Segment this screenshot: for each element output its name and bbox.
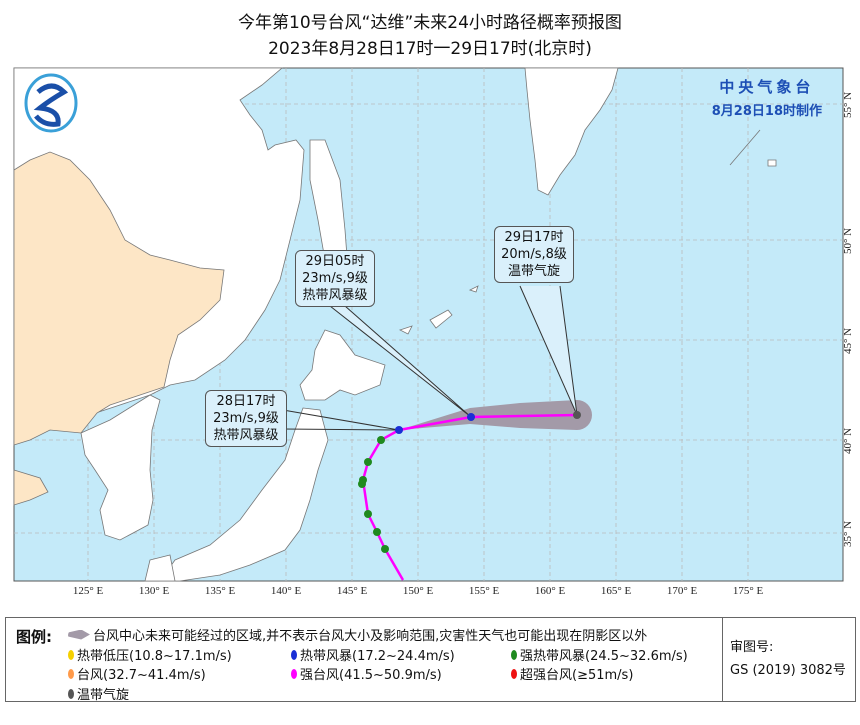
legend-item: 热带低压(10.8~17.1m/s) bbox=[68, 645, 232, 664]
callout-level: 热带风暴级 bbox=[213, 428, 279, 443]
lat-label: 50° N bbox=[842, 227, 854, 254]
typhoon-track bbox=[361, 413, 578, 581]
legend: 图例: 台风中心未来可能经过的区域,并不表示台风大小及影响范围,灾害性天气也可能… bbox=[5, 617, 856, 703]
callout-level: 温带气旋 bbox=[507, 264, 560, 279]
lat-label: 55° N bbox=[842, 91, 854, 118]
lon-label: 155° E bbox=[468, 585, 500, 597]
title-line-2: 2023年8月28日17时一29日17时(北京时) bbox=[268, 39, 592, 59]
legend-item-label: 热带低压(10.8~17.1m/s) bbox=[77, 649, 232, 664]
lon-label: 135° E bbox=[204, 585, 236, 597]
callout-wind: 20m/s,8级 bbox=[501, 247, 567, 262]
track-point bbox=[373, 528, 381, 536]
track-point bbox=[364, 510, 372, 518]
kamchatka bbox=[524, 67, 619, 196]
typhoon-symbol-icon bbox=[68, 649, 74, 660]
legend-item: 超强台风(≥51m/s) bbox=[511, 664, 633, 683]
kyushu bbox=[144, 554, 176, 582]
track-point bbox=[467, 413, 475, 421]
agency-name: 中央气象台 bbox=[719, 78, 815, 96]
legend-item-label: 台风(32.7~41.4m/s) bbox=[77, 668, 206, 683]
lon-label: 145° E bbox=[336, 585, 368, 597]
callout-time: 29日17时 bbox=[504, 230, 564, 245]
track-point bbox=[377, 436, 385, 444]
lon-label: 130° E bbox=[138, 585, 170, 597]
china-land bbox=[13, 151, 225, 446]
review-number: GS (2019) 3082号 bbox=[730, 663, 846, 678]
callout-28-17: 28日17时 23m/s,9级 热带风暴级 bbox=[205, 390, 287, 447]
typhoon-symbol-icon bbox=[511, 649, 517, 660]
track-point bbox=[358, 480, 366, 488]
lon-label: 175° E bbox=[732, 585, 764, 597]
track-point bbox=[573, 411, 581, 419]
callout-wind: 23m/s,9级 bbox=[302, 271, 368, 286]
cma-logo bbox=[24, 73, 78, 133]
typhoon-symbol-icon bbox=[291, 649, 297, 660]
made-time: 8月28日18时制作 bbox=[711, 104, 822, 119]
title-line-1: 今年第10号台风“达维”未来24小时路径概率预报图 bbox=[238, 13, 622, 33]
liaodong-shandong bbox=[13, 469, 49, 506]
legend-label: 图例: bbox=[16, 628, 52, 646]
callout-29-17: 29日17时 20m/s,8级 温带气旋 bbox=[494, 226, 574, 283]
lon-label: 140° E bbox=[270, 585, 302, 597]
lat-label: 35° N bbox=[842, 520, 854, 547]
legend-item: 台风(32.7~41.4m/s) bbox=[68, 664, 206, 683]
legend-item-label: 强台风(41.5~50.9m/s) bbox=[300, 668, 442, 683]
typhoon-symbol-icon bbox=[68, 688, 74, 699]
korea bbox=[80, 394, 161, 541]
track-points bbox=[358, 411, 581, 553]
legend-cone-text: 台风中心未来可能经过的区域,并不表示台风大小及影响范围,灾害性天气也可能出现在阴… bbox=[93, 629, 648, 644]
cone-icon bbox=[68, 629, 90, 640]
typhoon-symbol-icon bbox=[511, 668, 517, 679]
legend-item-label: 超强台风(≥51m/s) bbox=[520, 668, 634, 683]
typhoon-symbol-icon bbox=[68, 668, 74, 679]
honshu bbox=[159, 407, 329, 582]
lon-label: 170° E bbox=[666, 585, 698, 597]
track-point bbox=[395, 426, 403, 434]
lon-label: 150° E bbox=[402, 585, 434, 597]
legend-item-label: 热带风暴(17.2~24.4m/s) bbox=[300, 649, 455, 664]
callout-level: 热带风暴级 bbox=[302, 288, 368, 303]
legend-divider bbox=[722, 618, 723, 701]
lon-label: 160° E bbox=[534, 585, 566, 597]
kamchatka-islands bbox=[767, 159, 777, 167]
callout-29-05: 29日05时 23m/s,9级 热带风暴级 bbox=[295, 250, 375, 307]
review-label: 审图号: bbox=[730, 640, 774, 655]
lat-label: 45° N bbox=[842, 327, 854, 354]
island-chain bbox=[729, 129, 761, 166]
callout-wind: 23m/s,9级 bbox=[213, 411, 279, 426]
hokkaido bbox=[299, 329, 386, 401]
legend-item-label: 温带气旋 bbox=[77, 688, 130, 703]
legend-item-label: 强热带风暴(24.5~32.6m/s) bbox=[520, 649, 688, 664]
map bbox=[13, 67, 844, 582]
track-point bbox=[381, 545, 389, 553]
legend-item: 温带气旋 bbox=[68, 684, 129, 703]
callout-time: 28日17时 bbox=[216, 394, 276, 409]
agency-stamp: 中央气象台 8月28日18时制作 bbox=[712, 76, 822, 119]
kuril-islands bbox=[398, 265, 507, 335]
legend-item: 强热带风暴(24.5~32.6m/s) bbox=[511, 645, 688, 664]
legend-item: 强台风(41.5~50.9m/s) bbox=[291, 664, 442, 683]
lon-label: 125° E bbox=[72, 585, 104, 597]
typhoon-symbol-icon bbox=[291, 668, 297, 679]
callout-leaders bbox=[282, 285, 578, 431]
lon-label: 165° E bbox=[600, 585, 632, 597]
legend-cone: 台风中心未来可能经过的区域,并不表示台风大小及影响范围,灾害性天气也可能出现在阴… bbox=[68, 625, 647, 644]
legend-item: 热带风暴(17.2~24.4m/s) bbox=[291, 645, 455, 664]
lat-label: 40° N bbox=[842, 427, 854, 454]
track-point bbox=[364, 458, 372, 466]
callout-time: 29日05时 bbox=[305, 254, 365, 269]
